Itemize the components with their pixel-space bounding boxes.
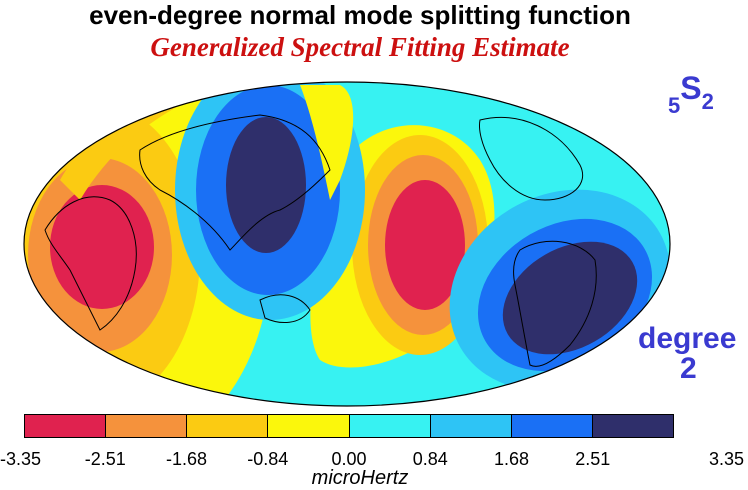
colorbar-swatch <box>511 415 593 437</box>
colorbar <box>24 414 674 438</box>
coastlines <box>44 114 597 367</box>
colorbar-swatch <box>25 415 107 437</box>
mode-degree: 2 <box>701 89 714 114</box>
asia-band-navy <box>226 117 306 253</box>
degree-value: 2 <box>680 352 697 385</box>
mode-label: 5S2 <box>668 70 714 118</box>
colorbar-tick-label: 0.00 <box>331 449 367 469</box>
colorbar-swatch <box>187 415 269 437</box>
samerica-band-navy <box>502 241 638 355</box>
north-band-yellow <box>300 85 354 200</box>
map-border <box>23 81 671 407</box>
africa-band-red <box>50 185 154 309</box>
mode-type: S <box>680 70 702 106</box>
south-america-outline <box>513 240 597 367</box>
africa-outline <box>44 196 137 331</box>
colorbar-swatch <box>349 415 431 437</box>
colorbar-tick-label: -3.35 <box>0 449 42 469</box>
north-america-outline <box>479 116 583 201</box>
degree-label: degree <box>638 322 737 355</box>
colorbar-unit-label: microHertz <box>311 467 409 489</box>
colorbar-swatch <box>592 415 673 437</box>
colorbar-tick-label: 2.51 <box>575 449 611 469</box>
asia-outline <box>139 114 331 251</box>
pacific-band-red <box>385 180 465 310</box>
colorbar-swatch <box>106 415 188 437</box>
colorbar-tick-label: -2.51 <box>84 449 126 469</box>
colorbar-tick-label: -1.68 <box>165 449 208 469</box>
map-title: even-degree normal mode splitting functi… <box>89 0 631 30</box>
map-subtitle: Generalized Spectral Fitting Estimate <box>150 32 570 62</box>
map-field <box>24 82 670 406</box>
australia-outline <box>259 294 311 323</box>
mode-overtone: 5 <box>668 93 681 118</box>
colorbar-swatch <box>430 415 512 437</box>
colorbar-tick-label: 0.84 <box>412 449 448 469</box>
colorbar-tick-label: 1.68 <box>493 449 530 469</box>
europe-band-gold <box>60 90 200 200</box>
colorbar-swatch <box>268 415 350 437</box>
colorbar-tick-label: 3.35 <box>708 449 744 469</box>
colorbar-tick-label: -0.84 <box>247 449 289 469</box>
